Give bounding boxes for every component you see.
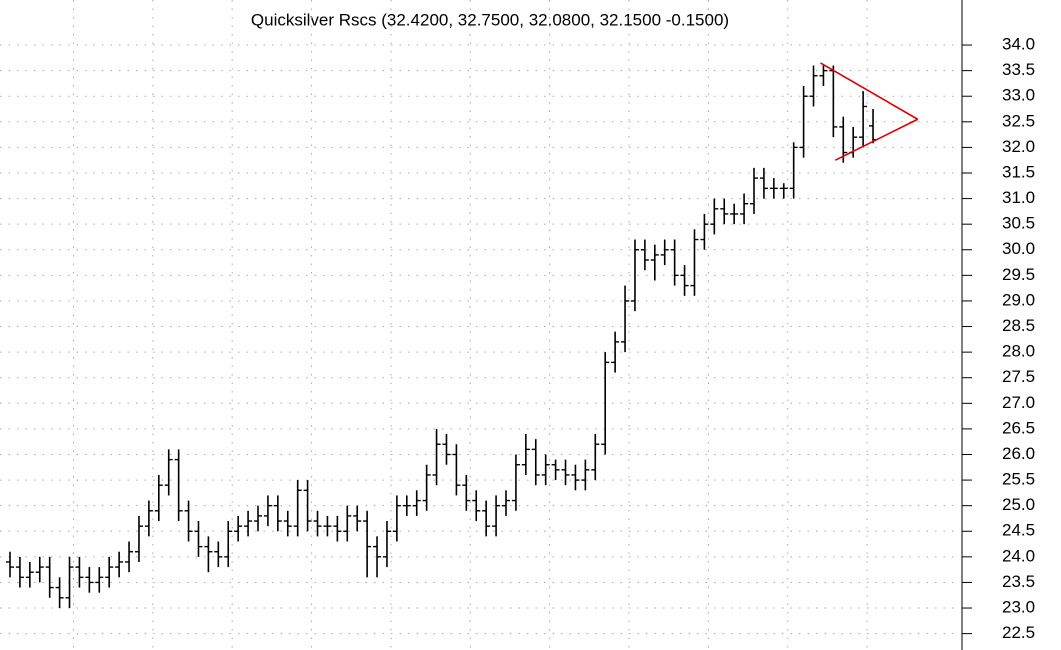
y-tick-label: 32.0	[1002, 137, 1035, 156]
y-tick-label: 25.5	[1002, 470, 1035, 489]
y-tick-label: 30.0	[1002, 239, 1035, 258]
y-tick-label: 30.5	[1002, 214, 1035, 233]
y-tick-label: 32.5	[1002, 111, 1035, 130]
y-tick-label: 24.0	[1002, 546, 1035, 565]
y-tick-label: 24.5	[1002, 521, 1035, 540]
y-tick-label: 28.5	[1002, 316, 1035, 335]
chart-title: Quicksilver Rscs (32.4200, 32.7500, 32.0…	[251, 10, 729, 29]
y-tick-label: 27.0	[1002, 393, 1035, 412]
y-tick-label: 26.5	[1002, 418, 1035, 437]
y-tick-label: 27.5	[1002, 367, 1035, 386]
y-tick-label: 33.0	[1002, 86, 1035, 105]
y-tick-label: 33.5	[1002, 60, 1035, 79]
y-tick-label: 23.0	[1002, 598, 1035, 617]
y-tick-label: 29.5	[1002, 265, 1035, 284]
y-tick-label: 31.0	[1002, 188, 1035, 207]
y-tick-label: 26.0	[1002, 444, 1035, 463]
y-tick-label: 28.0	[1002, 342, 1035, 361]
y-tick-label: 29.0	[1002, 290, 1035, 309]
trendline	[834, 118, 919, 161]
y-tick-label: 23.5	[1002, 572, 1035, 591]
y-tick-label: 31.5	[1002, 162, 1035, 181]
y-tick-label: 25.0	[1002, 495, 1035, 514]
trendline	[820, 62, 919, 120]
y-tick-label: 22.5	[1002, 623, 1035, 642]
y-tick-label: 34.0	[1002, 35, 1035, 54]
